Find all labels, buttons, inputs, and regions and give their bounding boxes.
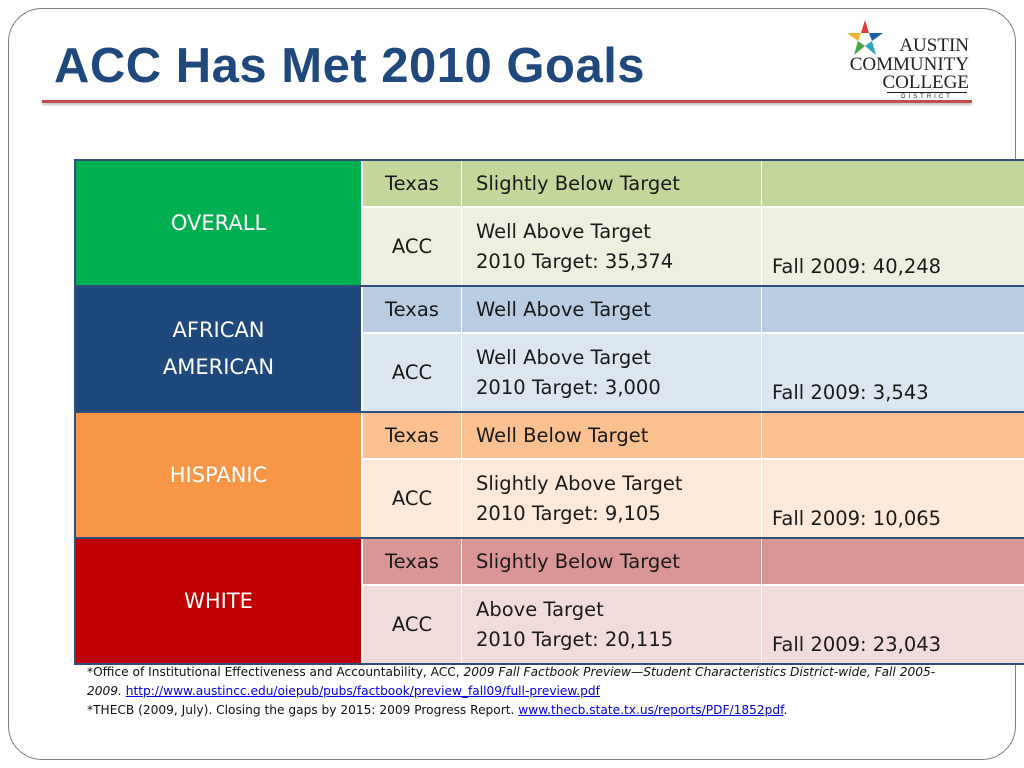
status-cell: Well Above Target 2010 Target: 35,374 — [461, 207, 762, 287]
status-text: Above Target — [476, 597, 604, 621]
fall-enrollment: Fall 2009: 23,043 — [761, 585, 1024, 663]
table-row-texas: WHITE Texas Slightly Below Target — [76, 538, 1024, 663]
region-label: Texas — [362, 538, 462, 586]
footnote-1-title: 2009 Fall Factbook Preview—Student Chara… — [87, 665, 936, 698]
region-label: ACC — [362, 459, 462, 539]
region-label: Texas — [362, 161, 462, 208]
logo-line-1: AUSTIN — [899, 35, 969, 56]
status-text: Well Above Target — [476, 345, 651, 369]
fall-enrollment — [761, 412, 1024, 460]
acc-logo: AUSTIN COMMUNITY COLLEGE DISTRICT — [843, 18, 969, 100]
fall-enrollment: Fall 2009: 3,543 — [761, 333, 1024, 413]
status-text: Slightly Below Target — [461, 161, 762, 208]
footnote-1-text: *Office of Institutional Effectiveness a… — [87, 665, 464, 679]
fall-enrollment — [761, 286, 1024, 334]
status-text: Well Below Target — [461, 412, 762, 460]
fall-enrollment: Fall 2009: 40,248 — [761, 207, 1024, 287]
status-cell: Slightly Above Target 2010 Target: 9,105 — [461, 459, 762, 539]
footnote-2-suffix: . — [783, 703, 788, 717]
logo-line-3: COLLEGE — [882, 72, 969, 93]
table-row-acc: ACC Above Target 2010 Target: 20,115 Fall 2… — [76, 585, 1024, 663]
region-label: Texas — [362, 286, 462, 334]
title-underline — [42, 100, 972, 103]
fall-enrollment — [761, 161, 1024, 208]
fall-enrollment — [761, 538, 1024, 586]
category-cell: OVERALL — [76, 161, 363, 287]
logo-line-4: DISTRICT — [887, 92, 967, 100]
table-row-acc: ACC Well Above Target 2010 Target: 3,000 Fa… — [76, 333, 1024, 413]
target-text: 2010 Target: 35,374 — [476, 249, 674, 273]
region-label: ACC — [362, 585, 462, 663]
target-text: 2010 Target: 9,105 — [476, 501, 661, 525]
fall-enrollment: Fall 2009: 10,065 — [761, 459, 1024, 539]
table-row-texas: OVERALL Texas Slightly Below Target — [76, 161, 1024, 287]
status-text: Slightly Below Target — [461, 538, 762, 586]
slide-title: ACC Has Met 2010 Goals — [54, 39, 646, 93]
category-cell: HISPANIC — [76, 412, 363, 539]
status-cell: Well Above Target 2010 Target: 3,000 — [461, 333, 762, 413]
region-label: Texas — [362, 412, 462, 460]
table-row-texas: AFRICAN AMERICAN Texas Well Above Target — [76, 286, 1024, 413]
footnote-1-link[interactable]: http://www.austincc.edu/oiepub/pubs/fact… — [125, 684, 600, 698]
table-row-acc: ACC Well Above Target 2010 Target: 35,374 F… — [76, 207, 1024, 287]
footnote-1: *Office of Institutional Effectiveness a… — [87, 663, 947, 701]
footnote-2: *THECB (2009, July). Closing the gaps by… — [87, 701, 947, 720]
footnote-2-text: *THECB (2009, July). Closing the gaps by… — [87, 703, 519, 717]
status-text: Well Above Target — [476, 219, 651, 243]
footnote-2-link[interactable]: www.thecb.state.tx.us/reports/PDF/1852pd… — [518, 703, 784, 717]
status-text: Slightly Above Target — [476, 471, 683, 495]
goals-table: OVERALL Texas Slightly Below Target ACC Well… — [74, 159, 1024, 665]
target-text: 2010 Target: 20,115 — [476, 627, 674, 651]
footnotes: *Office of Institutional Effectiveness a… — [87, 663, 947, 720]
category-cell: WHITE — [76, 538, 363, 663]
table-row-acc: ACC Slightly Above Target 2010 Target: 9,1… — [76, 459, 1024, 539]
target-text: 2010 Target: 3,000 — [476, 375, 661, 399]
category-cell: AFRICAN AMERICAN — [76, 286, 363, 413]
status-text: Well Above Target — [461, 286, 762, 334]
star-logo-icon — [847, 20, 883, 55]
region-label: ACC — [362, 207, 462, 287]
logo-line-2: COMMUNITY — [849, 54, 969, 75]
status-cell: Above Target 2010 Target: 20,115 — [461, 585, 762, 663]
region-label: ACC — [362, 333, 462, 413]
table-row-texas: HISPANIC Texas Well Below Target — [76, 412, 1024, 539]
